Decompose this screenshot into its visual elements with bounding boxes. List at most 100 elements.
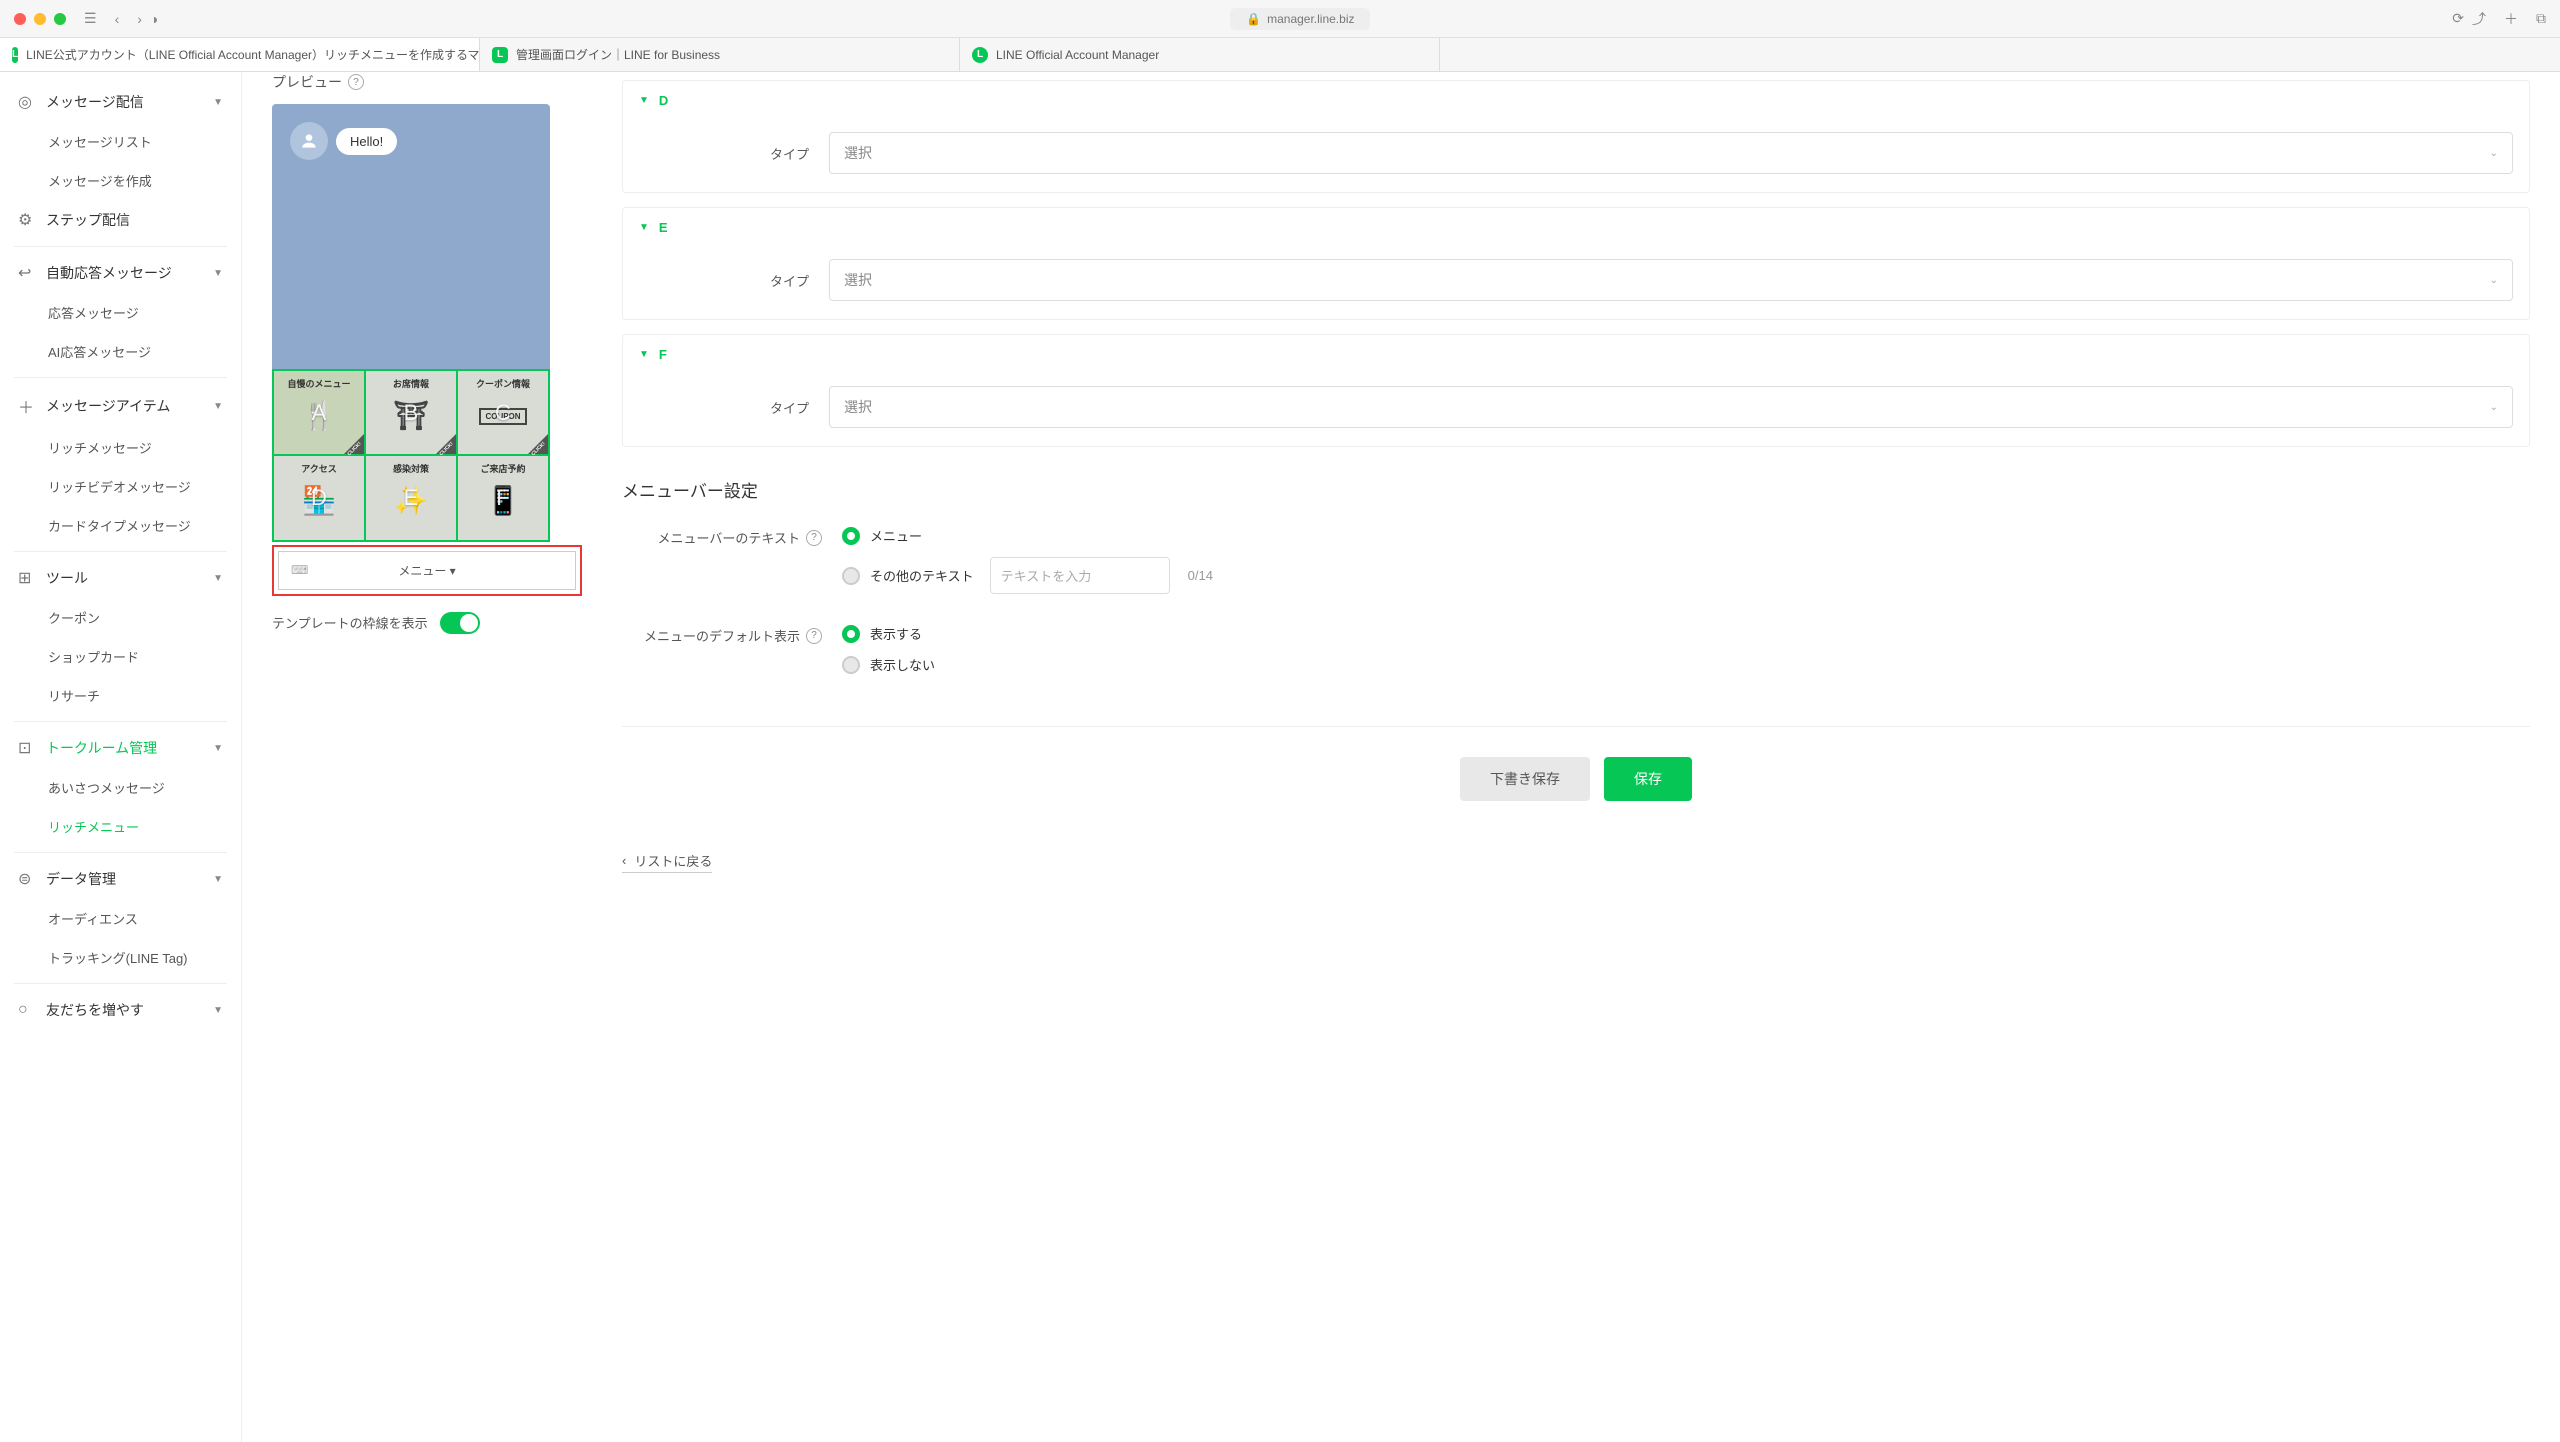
avatar [290,122,328,160]
chevron-left-icon: ‹ [622,853,626,868]
back-icon[interactable]: ‹ [115,11,120,27]
mac-titlebar: ☰ ‹ › ◑ 🔒manager.line.biz ⟳ ⤴ ＋ ⧉ [0,0,2560,38]
sidebar-subitem-5-0[interactable]: あいさつメッセージ [0,768,241,807]
type-select-F[interactable]: 選択⌄ [829,386,2513,428]
sidebar-item-0[interactable]: ◎メッセージ配信▼ [0,82,241,122]
sidebar-icon: ⚙ [18,210,36,230]
section-E: ▼E タイプ 選択⌄ [622,207,2530,320]
form-column: ▼D タイプ 選択⌄ ▼E タイプ 選択⌄ ▼F タイプ 選択⌄ メニューバー設… [622,72,2530,1402]
url-bar[interactable]: 🔒manager.line.biz [1230,8,1370,30]
rich-cell-B[interactable]: お席情報⛩BCLICK! [366,371,456,454]
chevron-down-icon: ▼ [213,268,223,279]
draft-save-button[interactable]: 下書き保存 [1460,757,1590,801]
browser-tab-1[interactable]: L管理画面ログイン｜LINE for Business [480,38,960,71]
phone-preview: Hello! 自慢のメニュー🍴ACLICK!お席情報⛩BCLICK!クーポン情報… [272,104,550,542]
chevron-down-icon: ▼ [639,95,649,106]
rich-menu-grid: 自慢のメニュー🍴ACLICK!お席情報⛩BCLICK!クーポン情報COUPONC… [272,369,550,542]
section-header-F[interactable]: ▼F [623,335,2529,374]
sidebar: ◎メッセージ配信▼メッセージリストメッセージを作成⚙ステップ配信 ↩自動応答メッセ… [0,72,242,1442]
type-select-D[interactable]: 選択⌄ [829,132,2513,174]
radio-show[interactable] [842,625,860,643]
chevron-down-icon: ▼ [213,573,223,584]
preview-menubar[interactable]: ⌨ メニュー ▾ [278,551,576,590]
chevron-down-icon: ▼ [639,222,649,233]
section-D: ▼D タイプ 選択⌄ [622,80,2530,193]
help-icon[interactable]: ? [348,74,364,90]
sidebar-subitem-6-0[interactable]: オーディエンス [0,899,241,938]
sidebar-subitem-5-1[interactable]: リッチメニュー [0,807,241,846]
sidebar-item-1[interactable]: ⚙ステップ配信 [0,200,241,240]
sidebar-subitem-2-1[interactable]: AI応答メッセージ [0,332,241,371]
section-header-D[interactable]: ▼D [623,81,2529,120]
chevron-down-icon: ⌄ [2490,275,2498,286]
sidebar-item-3[interactable]: ＋メッセージアイテム▼ [0,384,241,428]
shield-icon[interactable]: ◑ [150,11,158,27]
type-select-E[interactable]: 選択⌄ [829,259,2513,301]
rich-cell-F[interactable]: ご来店予約📱F [458,456,548,539]
newtab-icon[interactable]: ＋ [2504,9,2518,29]
browser-tabs: LLINE公式アカウント（LINE Official Account Manag… [0,38,2560,72]
sidebar-item-5[interactable]: ⊡トークルーム管理▼ [0,728,241,768]
chevron-down-icon: ⌄ [2490,148,2498,159]
other-text-input[interactable]: テキストを入力 [990,557,1170,594]
chevron-down-icon: ⌄ [2490,402,2498,413]
sidebar-item-7[interactable]: ○友だちを増やす▼ [0,990,241,1030]
type-label: タイプ [639,398,809,417]
chevron-down-icon: ▼ [213,1005,223,1016]
sidebar-item-2[interactable]: ↩自動応答メッセージ▼ [0,253,241,293]
preview-title: プレビュー [272,72,342,92]
browser-tab-0[interactable]: LLINE公式アカウント（LINE Official Account Manag… [0,38,480,71]
section-F: ▼F タイプ 選択⌄ [622,334,2530,447]
traffic-lights[interactable] [14,13,66,25]
sidebar-subitem-3-1[interactable]: リッチビデオメッセージ [0,467,241,506]
rich-cell-C[interactable]: クーポン情報COUPONCCLICK! [458,371,548,454]
sidebar-subitem-0-1[interactable]: メッセージを作成 [0,161,241,200]
menubar-settings-title: メニューバー設定 [622,477,2530,502]
sidebar-item-4[interactable]: ⊞ツール▼ [0,558,241,598]
help-icon[interactable]: ? [806,530,822,546]
back-to-list-link[interactable]: ‹ リストに戻る [622,851,712,873]
keyboard-icon: ⌨ [291,563,308,577]
chat-bubble: Hello! [336,128,397,155]
sidebar-subitem-4-1[interactable]: ショップカード [0,637,241,676]
sidebar-icon: ↩ [18,263,36,283]
sidebar-icon: ○ [18,1001,36,1019]
sidebar-subitem-4-2[interactable]: リサーチ [0,676,241,715]
toggle-label: テンプレートの枠線を表示 [272,613,428,632]
sidebar-subitem-3-0[interactable]: リッチメッセージ [0,428,241,467]
template-border-toggle[interactable] [440,612,480,634]
rich-cell-D[interactable]: アクセス🏪D [274,456,364,539]
main-content: プレビュー ? Hello! 自慢のメニュー🍴ACLICK!お席情報⛩BCLIC… [242,72,2560,1442]
chevron-down-icon: ▼ [213,743,223,754]
tabs-icon[interactable]: ⧉ [2536,10,2546,27]
rich-cell-E[interactable]: 感染対策✨E [366,456,456,539]
sidebar-toggle-icon[interactable]: ☰ [84,10,97,27]
radio-hide[interactable] [842,656,860,674]
save-button[interactable]: 保存 [1604,757,1692,801]
radio-other-text[interactable] [842,567,860,585]
sidebar-icon: ⊡ [18,738,36,758]
highlight-box: ⌨ メニュー ▾ [272,545,582,596]
chevron-down-icon: ▼ [213,401,223,412]
sidebar-subitem-3-2[interactable]: カードタイプメッセージ [0,506,241,545]
menubar-text-label: メニューバーのテキスト? [622,526,822,547]
sidebar-icon: ◎ [18,92,36,112]
type-label: タイプ [639,271,809,290]
sidebar-subitem-2-0[interactable]: 応答メッセージ [0,293,241,332]
sidebar-subitem-0-0[interactable]: メッセージリスト [0,122,241,161]
sidebar-subitem-4-0[interactable]: クーポン [0,598,241,637]
sidebar-item-6[interactable]: ⊜データ管理▼ [0,859,241,899]
section-header-E[interactable]: ▼E [623,208,2529,247]
forward-icon[interactable]: › [137,11,142,27]
help-icon[interactable]: ? [806,628,822,644]
reload-icon[interactable]: ⟳ [2452,10,2464,27]
sidebar-subitem-6-1[interactable]: トラッキング(LINE Tag) [0,938,241,977]
radio-menu[interactable] [842,527,860,545]
rich-cell-A[interactable]: 自慢のメニュー🍴ACLICK! [274,371,364,454]
default-display-label: メニューのデフォルト表示? [622,624,822,645]
chevron-down-icon: ▼ [639,349,649,360]
sidebar-icon: ⊜ [18,869,36,889]
share-icon[interactable]: ⤴ [2472,9,2486,29]
browser-tab-2[interactable]: LLINE Official Account Manager [960,38,1440,71]
chevron-down-icon: ▼ [213,874,223,885]
